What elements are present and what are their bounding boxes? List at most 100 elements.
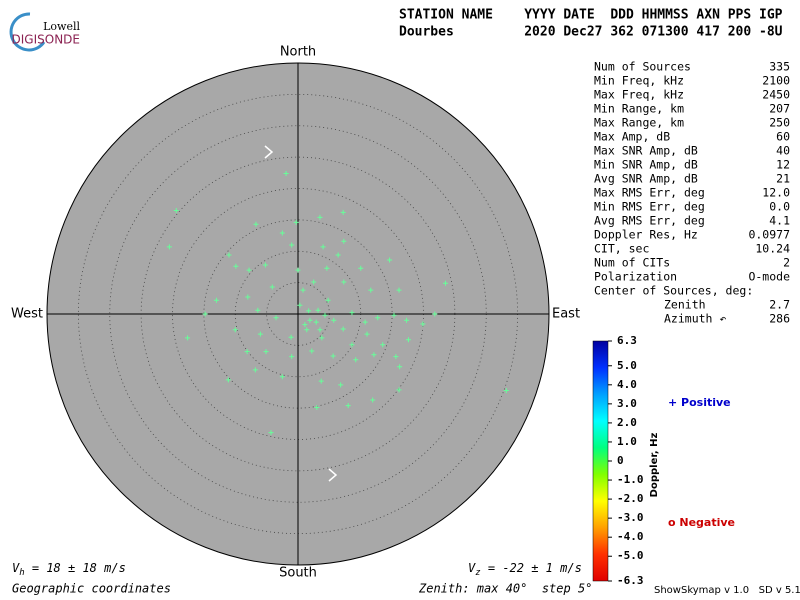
coords-label: Geographic coordinates (12, 582, 171, 596)
colorbar (592, 340, 609, 582)
stat-label: Max Amp, dB (594, 130, 670, 144)
source-point (432, 311, 438, 317)
center-value: 2.7 (769, 298, 790, 312)
stat-value: 12 (776, 158, 790, 172)
center-title: Center of Sources, deg: (594, 284, 753, 298)
stat-label: Num of CITs (594, 256, 670, 270)
source-point (288, 334, 294, 340)
source-point (338, 382, 344, 388)
dir-label: West (11, 307, 43, 322)
colorbar-tick-label: -2.0 (617, 492, 644, 505)
stat-value: O-mode (748, 270, 790, 284)
stat-value: 21 (776, 172, 790, 186)
source-point (293, 219, 299, 225)
source-point (318, 378, 324, 384)
colorbar-tick-label: -5.0 (617, 549, 644, 562)
colorbar-tick-label: -3.0 (617, 511, 644, 524)
source-point (330, 353, 336, 359)
source-point (391, 312, 397, 318)
source-point (396, 387, 402, 393)
source-point (297, 302, 303, 308)
source-point (331, 317, 337, 323)
stat-value: 40 (776, 144, 790, 158)
source-point (503, 388, 509, 394)
source-point (279, 374, 285, 380)
source-point (375, 315, 381, 321)
colorbar-tick-label: 2.0 (617, 416, 637, 429)
colorbar-tick-label: 4.0 (617, 378, 637, 391)
source-point (322, 312, 328, 318)
source-point (368, 287, 374, 293)
dir-label: South (279, 566, 317, 581)
center-value: 286 (769, 312, 790, 326)
stat-label: Min RMS Err, deg (594, 200, 705, 214)
stat-value: 0.0977 (748, 228, 790, 242)
source-point (253, 221, 259, 227)
source-point (313, 319, 319, 325)
source-point (324, 265, 330, 271)
stat-value: 10.24 (755, 242, 790, 256)
stat-value: 2450 (762, 88, 790, 102)
source-point (166, 244, 172, 250)
colorbar-title: Doppler, Hz (649, 433, 660, 498)
source-point (311, 279, 317, 285)
source-point (315, 307, 321, 313)
source-point (283, 170, 289, 176)
stat-value: 250 (769, 116, 790, 130)
center-label: Azimuth ↶ (664, 312, 726, 326)
stat-label: Min Range, km (594, 102, 684, 116)
colorbar-tick-label: 0 (617, 454, 624, 467)
source-point (173, 207, 179, 213)
source-point (340, 326, 346, 332)
stat-value: 60 (776, 130, 790, 144)
source-point (202, 311, 208, 317)
source-point (341, 279, 347, 285)
source-point (273, 315, 279, 321)
colorbar-tick-label: 5.0 (617, 359, 637, 372)
source-point (279, 230, 285, 236)
dir-label: East (552, 307, 580, 322)
stat-value: 2100 (762, 74, 790, 88)
source-point (345, 403, 351, 409)
colorbar-tick-label: 6.3 (617, 334, 637, 347)
stat-label: Max Freq, kHz (594, 88, 684, 102)
colorbar-tick-label: -4.0 (617, 530, 644, 543)
logo-arc (9, 12, 46, 52)
source-point (420, 321, 426, 327)
logo-bottom: DIGISONDE (12, 33, 80, 47)
source-point (319, 335, 325, 341)
source-point (289, 354, 295, 360)
stat-label: Avg RMS Err, deg (594, 214, 705, 228)
stat-label: Avg SNR Amp, dB (594, 172, 698, 186)
source-point (387, 257, 393, 263)
source-point (340, 209, 346, 215)
source-point (246, 267, 252, 273)
stat-label: Min Freq, kHz (594, 74, 684, 88)
source-point (255, 307, 261, 313)
source-point (371, 352, 377, 358)
source-point (304, 327, 310, 333)
source-point (257, 331, 263, 337)
source-point (349, 310, 355, 316)
stat-label: Max SNR Amp, dB (594, 144, 698, 158)
stat-value: 12.0 (762, 186, 790, 200)
source-point (396, 287, 402, 293)
version-label: ShowSkymap v 1.0 SD v 5.1 (654, 585, 800, 596)
vz-label: Vz = -22 ± 1 m/s (468, 561, 582, 578)
source-point (263, 349, 269, 355)
header-line: Dourbes 2020 Dec27 362 071300 417 200 -8… (399, 25, 783, 40)
source-point (307, 317, 313, 323)
source-point (393, 354, 399, 360)
source-point (309, 348, 315, 354)
source-point (380, 342, 386, 348)
source-point (317, 214, 323, 220)
source-point (269, 284, 275, 290)
source-point (353, 357, 359, 363)
source-point (325, 297, 331, 303)
stat-value: 2 (783, 256, 790, 270)
dir-label: North (280, 45, 316, 60)
colorbar-tick-label: -6.3 (617, 574, 644, 587)
source-point (442, 280, 448, 286)
source-point (320, 244, 326, 250)
source-point (233, 263, 239, 269)
